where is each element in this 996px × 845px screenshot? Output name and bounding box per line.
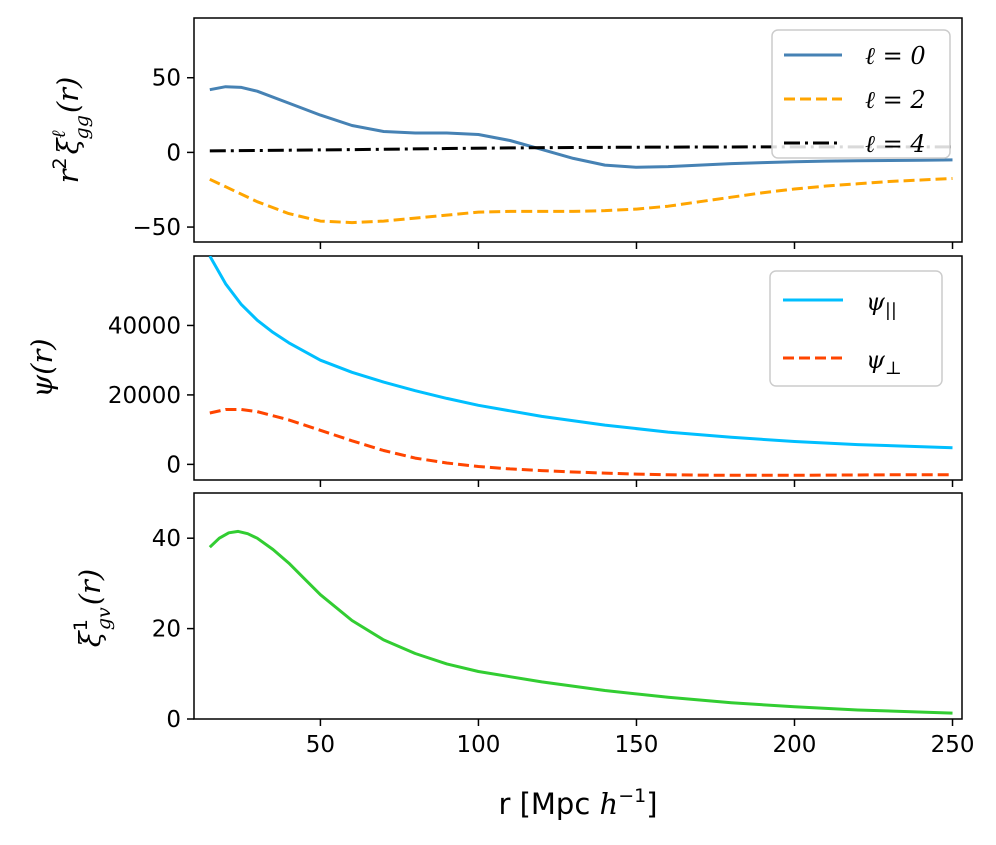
panel-top-xticks <box>319 242 954 249</box>
ytick-label: 40000 <box>108 313 181 339</box>
series-line-0-1 <box>209 177 953 225</box>
panel-middle-xticks <box>319 480 954 487</box>
xtick-label: 250 <box>931 732 975 758</box>
panel-top-legend: ℓ = 0 ℓ = 2 ℓ = 4 <box>771 29 951 159</box>
x-axis-label: r [Mpc h−1] <box>498 785 657 821</box>
series-line-0-0 <box>209 85 953 169</box>
panel-middle-legend: ψ|| ψ⊥ <box>769 270 943 387</box>
legend-l0-label: ℓ = 0 <box>865 42 926 70</box>
legend-l4-label: ℓ = 4 <box>865 130 926 158</box>
panel-bottom-series <box>208 529 953 715</box>
panel-middle: 0 20000 40000 ψ(r) ψ|| ψ⊥ <box>25 255 963 487</box>
legend-middle-box <box>769 270 943 387</box>
xtick-label: 150 <box>615 732 659 758</box>
ytick-label: 50 <box>152 66 181 92</box>
ytick-label: 40 <box>152 526 181 552</box>
panel-middle-yticks: 0 20000 40000 <box>108 313 194 478</box>
ytick-label: 0 <box>166 707 181 733</box>
ytick-label: 0 <box>166 140 181 166</box>
xtick-label: 100 <box>456 732 500 758</box>
ytick-label: −50 <box>132 215 181 241</box>
xtick-label: 50 <box>306 732 335 758</box>
series-line-1-0 <box>208 256 953 450</box>
legend-psi-perp-label: ψ⊥ <box>866 346 902 379</box>
panel-bottom-xticks: 50 100 150 200 250 <box>306 719 975 758</box>
panel-bottom-frame <box>193 492 963 720</box>
panel-top-frame <box>193 17 963 243</box>
legend-psi-par-label: ψ|| <box>866 288 897 321</box>
panel-top-yticks: −50 0 50 <box>132 66 194 241</box>
xtick-label: 200 <box>773 732 817 758</box>
series-line-2-0 <box>208 529 953 715</box>
panel-bottom-yticks: 0 20 40 <box>152 526 194 733</box>
panel-middle-series <box>208 256 953 477</box>
panel-middle-ylabel: ψ(r) <box>25 338 59 397</box>
panel-middle-frame <box>193 255 963 481</box>
series-line-1-1 <box>209 408 953 477</box>
panel-bottom-ylabel: ξ1gv(r) <box>70 569 115 647</box>
legend-l2-label: ℓ = 2 <box>865 86 926 114</box>
legend-top-box <box>771 29 951 159</box>
panel-top-ylabel: r2ξℓgg(r) <box>48 77 93 184</box>
ytick-label: 0 <box>166 452 181 478</box>
panel-bottom: 0 20 40 50 100 150 200 250 ξ1gv(r) r [Mpc h−1] <box>70 492 975 821</box>
ytick-label: 20000 <box>108 383 181 409</box>
ytick-label: 20 <box>152 617 181 643</box>
panel-top: −50 0 50 r2ξℓgg(r) ℓ = 0 ℓ = 2 ℓ = 4 <box>48 17 963 249</box>
